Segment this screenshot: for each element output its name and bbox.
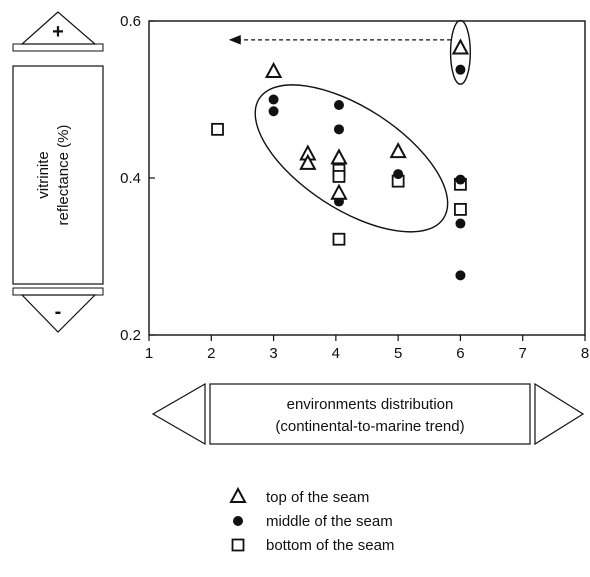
y-axis-plus-label: +: [52, 21, 64, 43]
grouping-ellipse: [449, 19, 471, 85]
y-tick-label: 0.4: [120, 170, 141, 187]
legend-marker: [229, 486, 247, 503]
x-tick-label: 2: [207, 345, 215, 362]
data-point: [333, 99, 344, 110]
data-point: [454, 202, 467, 216]
x-axis-ticks: 1 2 3 4 5 6 7 8: [145, 335, 589, 362]
annotations: [228, 19, 471, 233]
plot-area-frame: [148, 20, 586, 336]
y-axis-ticks: 0.2 0.4 0.6: [120, 13, 155, 344]
x-axis-label: environments distribution (continental-to…: [275, 396, 464, 435]
y-axis-direction-indicator: + vitrinite reflectance (%) -: [12, 11, 104, 333]
legend-label: top of the seam: [266, 489, 369, 506]
data-point: [451, 38, 470, 55]
x-tick-label: 5: [394, 345, 402, 362]
x-axis-left-arrow: [151, 382, 206, 446]
legend-marker: [233, 516, 243, 526]
x-tick-label: 1: [145, 345, 153, 362]
data-point: [268, 106, 279, 117]
x-axis-right-arrow: [534, 382, 585, 446]
x-tick-label: 7: [519, 345, 527, 362]
data-point: [268, 94, 279, 105]
legend-marker: [231, 538, 245, 552]
legend-label: bottom of the seam: [266, 537, 394, 554]
data-point: [393, 169, 404, 180]
data-point: [332, 170, 346, 183]
data-point: [455, 64, 466, 75]
x-tick-label: 3: [269, 345, 277, 362]
x-axis-direction-indicator: environments distribution (continental-to…: [151, 382, 585, 446]
data-point: [211, 122, 224, 136]
y-tick-label: 0.2: [120, 327, 141, 344]
data-point: [455, 270, 466, 281]
data-point: [330, 148, 348, 165]
data-point: [455, 218, 466, 229]
y-axis-minus-label: -: [55, 301, 62, 323]
data-point: [455, 174, 466, 185]
y-tick-label: 0.6: [120, 13, 141, 30]
x-axis-label-box: [209, 383, 531, 445]
y-axis-label-box: [12, 65, 104, 285]
data-point: [264, 61, 283, 79]
data-point: [389, 141, 407, 159]
data-point: [332, 232, 346, 246]
data-point: [333, 124, 344, 135]
data-marks: [211, 38, 470, 281]
y-axis-label: vitrinite reflectance (%): [35, 125, 72, 226]
data-point: [330, 183, 348, 200]
x-tick-label: 8: [581, 345, 589, 362]
x-tick-label: 6: [456, 345, 464, 362]
data-point: [299, 153, 317, 170]
grouping-ellipse: [254, 84, 449, 233]
x-tick-label: 4: [332, 345, 340, 362]
legend-label: middle of the seam: [266, 513, 393, 530]
legend: top of the seam middle of the seam bottom …: [229, 486, 394, 554]
